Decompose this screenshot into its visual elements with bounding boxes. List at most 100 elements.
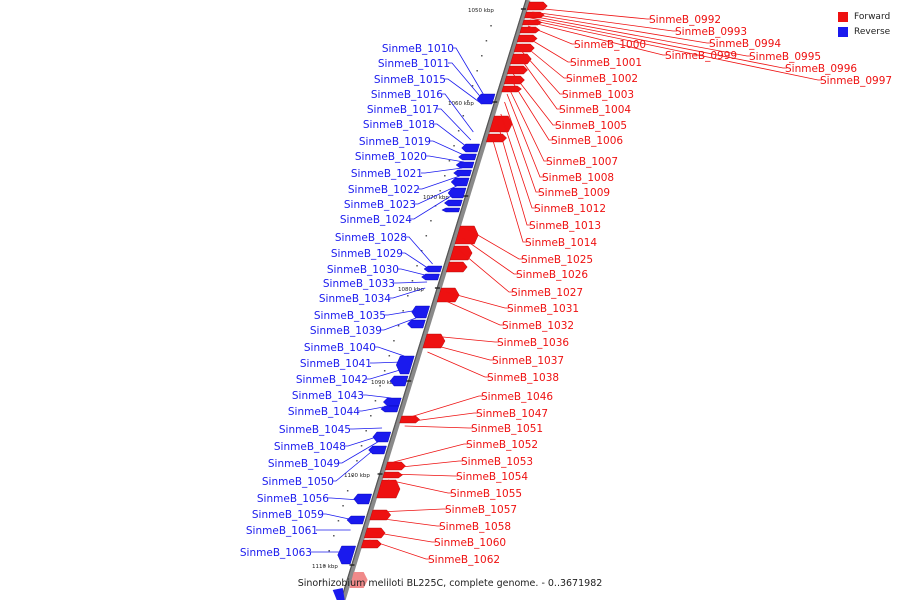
forward-gene-arrow bbox=[376, 479, 401, 499]
reverse-gene-label: SinmeB_1029 bbox=[331, 248, 403, 260]
forward-gene-arrow bbox=[506, 65, 528, 75]
reverse-gene-label: SinmeB_1040 bbox=[304, 342, 376, 354]
reverse-gene-label: SinmeB_1033 bbox=[323, 278, 395, 290]
legend-reverse: Reverse bbox=[838, 24, 890, 39]
reverse-gene-arrow bbox=[372, 431, 392, 443]
forward-gene-arrow bbox=[516, 34, 538, 43]
forward-gene-label: SinmeB_1025 bbox=[521, 254, 593, 266]
forward-gene-label: SinmeB_1031 bbox=[507, 303, 579, 315]
reverse-gene-label: SinmeB_1061 bbox=[246, 525, 318, 537]
forward-gene-label: SinmeB_1006 bbox=[551, 135, 623, 147]
reverse-gene-label: SinmeB_1048 bbox=[274, 441, 346, 453]
forward-gene-label: SinmeB_0993 bbox=[675, 26, 747, 38]
reverse-gene-label: SinmeB_1016 bbox=[371, 89, 443, 101]
forward-gene-arrow bbox=[360, 539, 382, 549]
reverse-gene-label: SinmeB_1041 bbox=[300, 358, 372, 370]
reverse-gene-label: SinmeB_1042 bbox=[296, 374, 368, 386]
map-caption: Sinorhizobium meliloti BL225C, complete … bbox=[297, 578, 603, 589]
forward-gene-label: SinmeB_1046 bbox=[481, 391, 553, 403]
reverse-gene-arrow bbox=[447, 187, 467, 199]
reverse-swatch bbox=[838, 26, 848, 37]
forward-gene-label: SinmeB_1052 bbox=[466, 439, 538, 451]
tick-label: 1100 kbp bbox=[344, 473, 370, 479]
reverse-gene-arrow bbox=[441, 207, 461, 213]
forward-gene-label: SinmeB_1013 bbox=[529, 220, 601, 232]
reverse-gene-arrow bbox=[423, 265, 443, 273]
forward-gene-label: SinmeB_1037 bbox=[492, 355, 564, 367]
reverse-gene-arrow bbox=[383, 397, 402, 407]
reverse-gene-label: SinmeB_1010 bbox=[382, 43, 454, 55]
reverse-gene-label: SinmeB_1059 bbox=[252, 509, 324, 521]
tick-label: 1060 kbp bbox=[448, 101, 474, 107]
reverse-gene-label: SinmeB_1035 bbox=[314, 310, 386, 322]
forward-gene-arrow bbox=[422, 333, 446, 349]
reverse-gene-label: SinmeB_1023 bbox=[344, 199, 416, 211]
reverse-gene-arrow bbox=[453, 169, 472, 177]
tick-label: 1110 kbp bbox=[312, 564, 338, 570]
reverse-gene-label: SinmeB_1043 bbox=[292, 390, 364, 402]
reverse-gene-arrow bbox=[368, 445, 387, 455]
tick-label: 1090 kbp bbox=[371, 380, 397, 386]
forward-gene-label: SinmeB_1047 bbox=[476, 408, 548, 420]
forward-gene-label: SinmeB_1026 bbox=[516, 269, 588, 281]
reverse-gene-arrow bbox=[396, 355, 415, 375]
reverse-gene-arrow bbox=[337, 545, 356, 565]
reverse-gene-arrow bbox=[444, 199, 463, 207]
forward-gene-label: SinmeB_1058 bbox=[439, 521, 511, 533]
forward-gene-arrow bbox=[349, 572, 368, 588]
forward-gene-arrow bbox=[369, 509, 392, 521]
forward-gene-arrow bbox=[526, 1, 548, 11]
reverse-gene-arrow bbox=[458, 153, 477, 161]
forward-gene-label: SinmeB_1060 bbox=[434, 537, 506, 549]
forward-gene-label: SinmeB_1007 bbox=[546, 156, 618, 168]
forward-gene-label: SinmeB_1062 bbox=[428, 554, 500, 566]
forward-gene-label: SinmeB_0992 bbox=[649, 14, 721, 26]
reverse-gene-arrow bbox=[332, 588, 345, 600]
forward-gene-arrow bbox=[382, 471, 403, 479]
forward-gene-arrow bbox=[503, 75, 525, 85]
forward-gene-arrow bbox=[489, 115, 513, 133]
reverse-gene-label: SinmeB_1021 bbox=[351, 168, 423, 180]
reverse-gene-label: SinmeB_1034 bbox=[319, 293, 391, 305]
tick-label: 1070 kbp bbox=[423, 195, 449, 201]
forward-gene-label: SinmeB_1053 bbox=[461, 456, 533, 468]
forward-gene-label: SinmeB_0999 bbox=[665, 50, 737, 62]
reverse-gene-arrow bbox=[407, 319, 426, 329]
reverse-gene-label: SinmeB_1050 bbox=[262, 476, 334, 488]
forward-gene-label: SinmeB_1051 bbox=[471, 423, 543, 435]
genome-backbone bbox=[340, 0, 531, 600]
reverse-gene-label: SinmeB_1039 bbox=[310, 325, 382, 337]
reverse-gene-arrow bbox=[411, 305, 430, 319]
reverse-gene-label: SinmeB_1017 bbox=[367, 104, 439, 116]
legend: Forward Reverse bbox=[838, 9, 890, 39]
reverse-gene-arrow bbox=[353, 493, 372, 505]
forward-gene-label: SinmeB_1054 bbox=[456, 471, 528, 483]
reverse-gene-label: SinmeB_1019 bbox=[359, 136, 431, 148]
reverse-gene-arrow bbox=[450, 177, 470, 187]
reverse-gene-label: SinmeB_1049 bbox=[268, 458, 340, 470]
reverse-gene-label: SinmeB_1015 bbox=[374, 74, 446, 86]
tick-label: 1050 kbp bbox=[468, 8, 494, 14]
forward-gene-label: SinmeB_1002 bbox=[566, 73, 638, 85]
forward-gene-label: SinmeB_1009 bbox=[538, 187, 610, 199]
reverse-gene-label: SinmeB_1011 bbox=[378, 58, 450, 70]
reverse-gene-label: SinmeB_1018 bbox=[363, 119, 435, 131]
forward-gene-label: SinmeB_1012 bbox=[534, 203, 606, 215]
legend-forward-label: Forward bbox=[854, 11, 891, 22]
reverse-gene-label: SinmeB_1022 bbox=[348, 184, 420, 196]
forward-gene-arrow bbox=[454, 225, 479, 245]
forward-gene-arrow bbox=[486, 133, 507, 143]
forward-gene-label: SinmeB_1032 bbox=[502, 320, 574, 332]
forward-gene-label: SinmeB_0997 bbox=[820, 75, 892, 87]
forward-gene-label: SinmeB_1055 bbox=[450, 488, 522, 500]
reverse-gene-label: SinmeB_1024 bbox=[340, 214, 412, 226]
reverse-gene-label: SinmeB_1063 bbox=[240, 547, 312, 559]
reverse-gene-arrow bbox=[346, 515, 366, 525]
reverse-gene-arrow bbox=[455, 161, 475, 169]
forward-gene-label: SinmeB_1036 bbox=[497, 337, 569, 349]
forward-gene-label: SinmeB_0994 bbox=[709, 38, 781, 50]
forward-swatch bbox=[838, 11, 848, 22]
legend-reverse-label: Reverse bbox=[854, 26, 891, 37]
reverse-gene-label: SinmeB_1056 bbox=[257, 493, 329, 505]
